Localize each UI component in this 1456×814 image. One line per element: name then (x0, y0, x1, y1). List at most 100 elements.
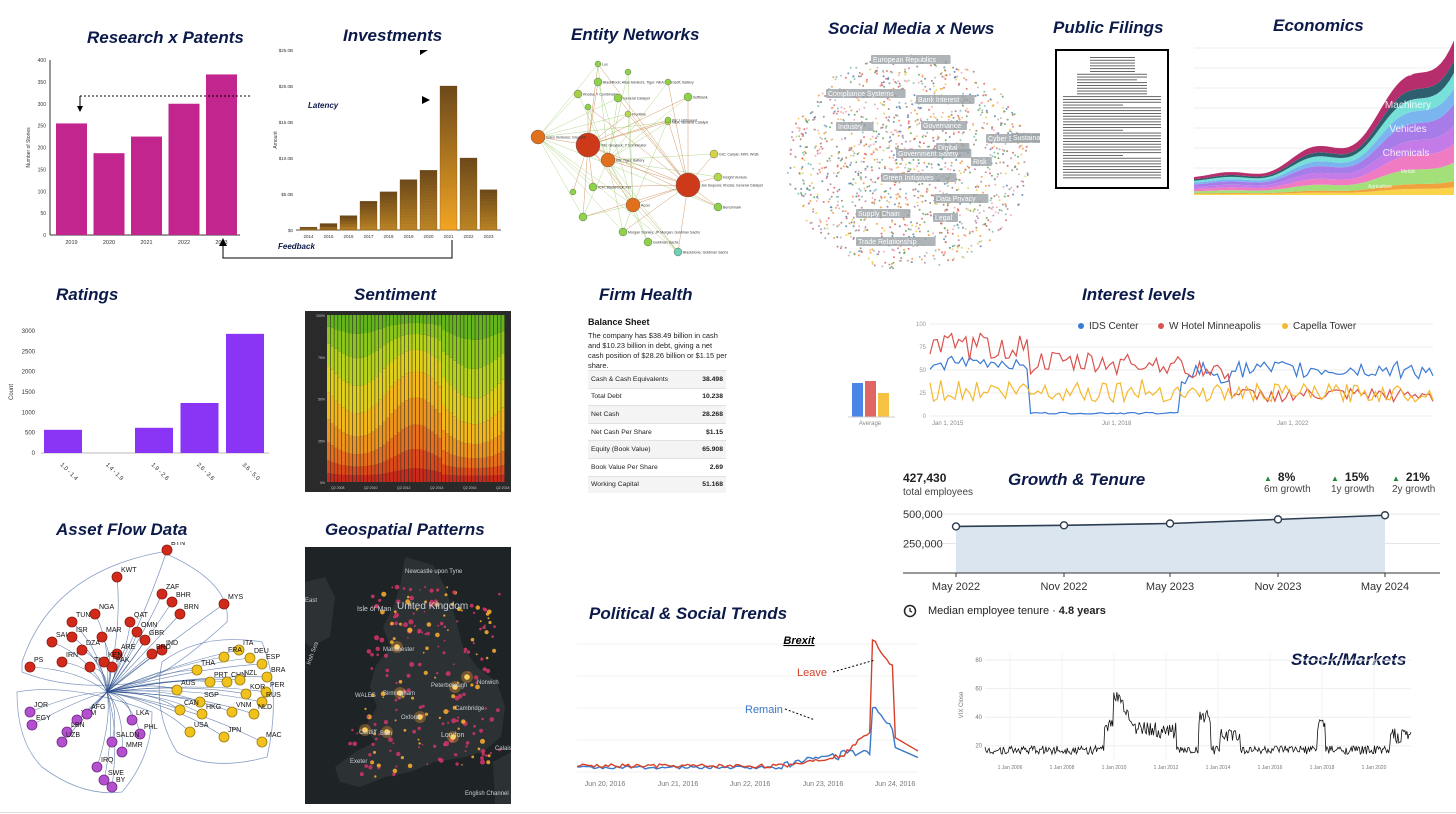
point (926, 213, 929, 216)
point (875, 117, 877, 120)
bar-segment (401, 402, 405, 430)
bar-segment (349, 333, 353, 358)
bar-segment (327, 366, 331, 393)
point (963, 77, 966, 80)
node (594, 60, 602, 68)
incident-dot (448, 710, 450, 712)
bar-segment (404, 400, 408, 428)
bar-segment (382, 327, 386, 346)
bar-segment (456, 467, 460, 476)
bar-segment (349, 475, 353, 482)
country-node (106, 661, 118, 673)
point (953, 206, 956, 209)
incident-dot (393, 615, 397, 619)
point (789, 148, 792, 151)
bar-segment (352, 315, 357, 334)
point (873, 189, 876, 192)
point (854, 229, 857, 232)
point (818, 162, 821, 165)
row-label: Book Value Per Share (588, 457, 693, 477)
bar-segment (380, 194, 397, 199)
bar-segment (356, 333, 360, 359)
text-line (1090, 57, 1135, 58)
bar-segment (420, 176, 437, 180)
country-node (194, 696, 206, 708)
point (890, 231, 893, 234)
bar-segment (386, 326, 390, 343)
point (991, 127, 993, 130)
incident-dot (385, 668, 390, 673)
bar-segment (434, 455, 438, 472)
incident-dot (472, 642, 475, 645)
bar-segment (480, 189, 497, 194)
bar-segment (479, 475, 483, 482)
map-label: Cardiff (359, 730, 377, 736)
point (824, 137, 827, 140)
point (876, 122, 879, 125)
bar-segment (345, 410, 349, 435)
bar-segment (464, 457, 468, 468)
point (818, 101, 821, 104)
y-tick-label: 100% (316, 314, 325, 318)
bar-segment (345, 475, 349, 482)
point (916, 201, 919, 204)
point (939, 168, 942, 171)
point (823, 166, 826, 169)
bar-segment (445, 315, 449, 332)
point (929, 202, 932, 204)
bar-segment (453, 315, 457, 336)
incident-dot (408, 619, 414, 625)
y-tick-label: 75% (318, 356, 325, 360)
point (869, 251, 872, 254)
point (829, 159, 832, 162)
node (624, 110, 632, 118)
point (946, 204, 949, 207)
point (968, 232, 971, 235)
bar-segment (400, 224, 417, 228)
bar-segment (475, 467, 479, 476)
node-label: Jan Sequoia; Khosla; General Catalyst (701, 184, 763, 188)
point (849, 148, 852, 151)
point (951, 248, 954, 251)
text-line (1090, 62, 1135, 64)
text-line (1077, 73, 1147, 75)
incident-dot (487, 617, 490, 620)
point (987, 100, 990, 103)
bar-segment (423, 351, 427, 374)
point (893, 116, 896, 119)
point (956, 245, 959, 248)
point (899, 206, 902, 209)
bar-segment (400, 218, 417, 222)
filing-document (1055, 49, 1169, 189)
bar-segment (445, 452, 449, 466)
text-line (1063, 146, 1161, 148)
country-label: HKG (206, 704, 221, 711)
point (845, 215, 848, 218)
text-line (1063, 115, 1161, 117)
point (1016, 185, 1019, 188)
point (838, 223, 841, 226)
point (967, 247, 970, 250)
bar-segment (482, 315, 486, 339)
point (801, 194, 804, 197)
x-tick-label: Jan 1, 2022 (1277, 421, 1309, 427)
incident-dot (409, 662, 415, 667)
point (930, 163, 933, 166)
x-tick-label: 2020 (423, 234, 434, 239)
point (823, 227, 826, 230)
country-node (111, 571, 123, 583)
country-label: JOR (34, 702, 48, 709)
bar (379, 191, 398, 231)
point (995, 132, 998, 135)
flow-edge (106, 656, 225, 693)
point (860, 206, 863, 209)
point (946, 168, 949, 170)
bar-segment (416, 322, 420, 335)
bar-segment (327, 315, 331, 327)
country-node (66, 616, 78, 628)
point (1011, 169, 1014, 172)
point (801, 135, 804, 138)
bar-segment (420, 182, 437, 186)
bar-segment (441, 430, 446, 451)
incident-dot (493, 625, 496, 628)
